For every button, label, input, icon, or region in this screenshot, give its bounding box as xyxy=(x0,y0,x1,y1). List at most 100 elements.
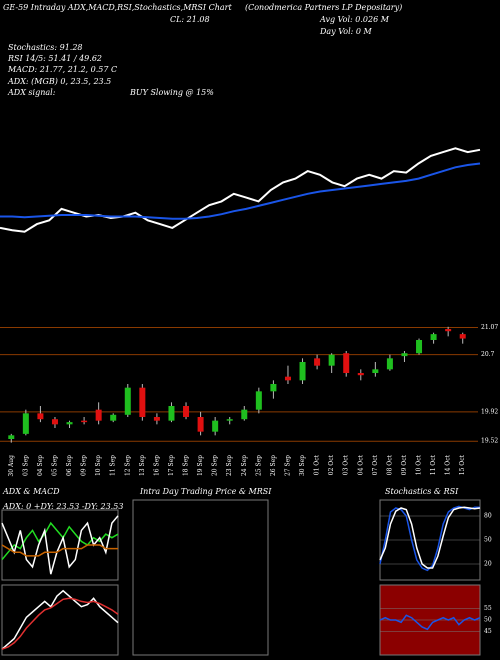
candle-body xyxy=(343,353,350,373)
candle-body xyxy=(299,362,306,381)
candle-body xyxy=(270,384,277,392)
y-tick-label: 19.52 xyxy=(481,438,498,445)
x-tick-label: 16 Sep xyxy=(153,455,160,476)
header-text: Day Vol: 0 M xyxy=(319,27,373,36)
candle-body xyxy=(183,406,190,417)
x-tick-label: 30 Aug xyxy=(8,455,15,477)
x-tick-label: 09 Oct xyxy=(401,454,408,475)
candle-body xyxy=(153,417,160,421)
header-text: BUY Slowing @ 15% xyxy=(129,88,214,97)
x-tick-label: 02 Oct xyxy=(328,454,335,475)
y-tick-label: 45 xyxy=(484,628,492,635)
candle-body xyxy=(168,406,175,421)
candle-body xyxy=(197,417,204,432)
y-tick-label: 50 xyxy=(484,617,492,624)
candle-body xyxy=(22,413,29,434)
x-tick-label: 15 Oct xyxy=(459,454,466,475)
x-tick-label: 05 Sep xyxy=(51,455,58,476)
x-tick-label: 19 Sep xyxy=(197,455,204,476)
series-line xyxy=(1,515,119,575)
candle-body xyxy=(110,414,117,421)
header-text: GE-59 Intraday ADX,MACD,RSI,Stochastics,… xyxy=(3,3,232,12)
panel-title: ADX & MACD xyxy=(2,487,60,496)
x-tick-label: 20 Sep xyxy=(212,455,219,476)
x-tick-label: 26 Sep xyxy=(270,455,277,476)
candle-body xyxy=(66,422,73,425)
candle-body xyxy=(212,420,219,432)
candle-body xyxy=(95,409,102,421)
x-tick-label: 10 Oct xyxy=(416,454,423,475)
series-line xyxy=(1,589,119,650)
candle-body xyxy=(8,435,15,439)
x-tick-label: 06 Sep xyxy=(66,455,73,476)
y-tick-label: 50 xyxy=(484,537,492,544)
candle-body xyxy=(124,387,131,415)
header-text: ADX signal: xyxy=(7,88,56,97)
candle-body xyxy=(372,369,379,373)
y-tick-label: 55 xyxy=(484,605,492,612)
candle-body xyxy=(430,334,437,340)
candle-body xyxy=(81,420,88,423)
candle-body xyxy=(241,409,248,420)
x-tick-label: 24 Sep xyxy=(241,455,248,476)
candle-body xyxy=(226,419,233,421)
x-tick-label: 11 Oct xyxy=(430,454,437,475)
panel xyxy=(132,499,269,656)
candle-body xyxy=(37,413,44,420)
x-tick-label: 12 Sep xyxy=(124,455,131,476)
series-line xyxy=(1,521,119,561)
x-tick-label: 27 Sep xyxy=(284,455,291,476)
candle-body xyxy=(386,358,393,370)
x-tick-label: 23 Sep xyxy=(226,455,233,476)
y-tick-label: 80 xyxy=(484,513,492,520)
candle-body xyxy=(284,376,291,381)
panel-subtitle: ADX: 0 +DY: 23.53 -DY: 23.53 xyxy=(2,502,123,511)
x-tick-label: 04 Oct xyxy=(357,454,364,475)
x-tick-label: 04 Sep xyxy=(37,455,44,476)
header-text: RSI 14/5: 51.41 / 49.62 xyxy=(7,54,102,63)
x-tick-label: 30 Sep xyxy=(299,455,306,476)
x-tick-label: 11 Sep xyxy=(110,455,117,476)
y-tick-label: 20.7 xyxy=(481,351,495,358)
header-text: CL: 21.08 xyxy=(170,15,210,24)
y-tick-label: 19.92 xyxy=(481,408,498,415)
x-tick-label: 03 Sep xyxy=(22,455,29,476)
x-tick-label: 25 Sep xyxy=(255,455,262,476)
series-line xyxy=(0,147,481,233)
header-text: Avg Vol: 0.026 M xyxy=(319,15,390,24)
series-line xyxy=(1,597,119,650)
candle-body xyxy=(314,358,321,366)
panel-title: Intra Day Trading Price & MRSI xyxy=(139,487,272,496)
y-tick-label: 20 xyxy=(484,561,492,568)
candle-body xyxy=(445,329,452,332)
x-tick-label: 01 Oct xyxy=(314,454,321,475)
header-text: Stochastics: 91.28 xyxy=(8,43,83,52)
x-tick-label: 07 Oct xyxy=(372,454,379,475)
header-text: (Conodmerica Partners LP Depositary) xyxy=(245,3,402,12)
candle-body xyxy=(328,354,335,366)
x-tick-label: 08 Oct xyxy=(386,454,393,475)
x-tick-label: 14 Oct xyxy=(445,454,452,475)
panel xyxy=(1,584,119,656)
series-line xyxy=(379,506,481,569)
candle-body xyxy=(139,387,146,417)
x-tick-label: 09 Sep xyxy=(81,455,88,476)
candle-body xyxy=(357,373,364,376)
x-tick-label: 18 Sep xyxy=(183,455,190,476)
x-tick-label: 03 Oct xyxy=(343,454,350,475)
candle-body xyxy=(416,340,423,354)
x-tick-label: 17 Sep xyxy=(168,455,175,476)
y-tick-label: 21.07 xyxy=(481,324,498,331)
header-text: ADX: (MGB) 0, 23.5, 23.5 xyxy=(7,77,111,86)
candle-body xyxy=(459,334,466,339)
header-text: MACD: 21.77, 21.2, 0.57 C xyxy=(7,65,117,74)
x-tick-label: 10 Sep xyxy=(95,455,102,476)
candle-body xyxy=(255,391,262,410)
x-tick-label: 13 Sep xyxy=(139,455,146,476)
candle-body xyxy=(401,353,408,357)
series-line xyxy=(0,162,481,220)
series-line xyxy=(1,544,118,557)
candle-body xyxy=(51,419,58,425)
series-line xyxy=(379,614,481,631)
